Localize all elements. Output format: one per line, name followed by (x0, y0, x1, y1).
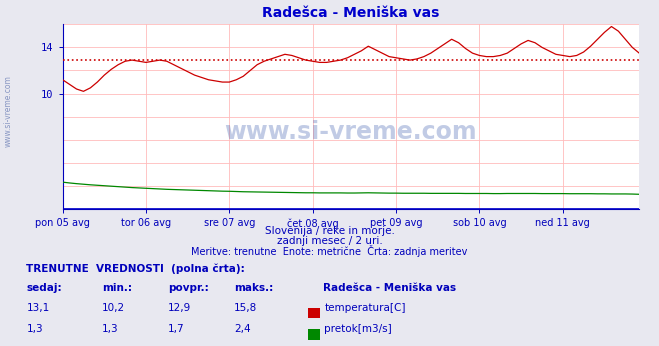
Text: zadnji mesec / 2 uri.: zadnji mesec / 2 uri. (277, 236, 382, 246)
Text: sedaj:: sedaj: (26, 283, 62, 293)
Text: temperatura[C]: temperatura[C] (324, 303, 406, 313)
Text: povpr.:: povpr.: (168, 283, 209, 293)
Text: 12,9: 12,9 (168, 303, 191, 313)
Text: min.:: min.: (102, 283, 132, 293)
Text: 1,7: 1,7 (168, 324, 185, 334)
Text: Meritve: trenutne  Enote: metrične  Črta: zadnja meritev: Meritve: trenutne Enote: metrične Črta: … (191, 245, 468, 257)
Text: maks.:: maks.: (234, 283, 273, 293)
Text: 15,8: 15,8 (234, 303, 257, 313)
Text: pretok[m3/s]: pretok[m3/s] (324, 324, 392, 334)
Text: Slovenija / reke in morje.: Slovenija / reke in morje. (264, 226, 395, 236)
Text: www.si-vreme.com: www.si-vreme.com (3, 75, 13, 147)
Text: Radešca - Meniška vas: Radešca - Meniška vas (323, 283, 456, 293)
Title: Radešca - Meniška vas: Radešca - Meniška vas (262, 6, 440, 20)
Text: 1,3: 1,3 (102, 324, 119, 334)
Text: TRENUTNE  VREDNOSTI  (polna črta):: TRENUTNE VREDNOSTI (polna črta): (26, 263, 245, 274)
Text: 1,3: 1,3 (26, 324, 43, 334)
Text: 2,4: 2,4 (234, 324, 250, 334)
Text: www.si-vreme.com: www.si-vreme.com (225, 120, 477, 144)
Text: 10,2: 10,2 (102, 303, 125, 313)
Text: 13,1: 13,1 (26, 303, 49, 313)
